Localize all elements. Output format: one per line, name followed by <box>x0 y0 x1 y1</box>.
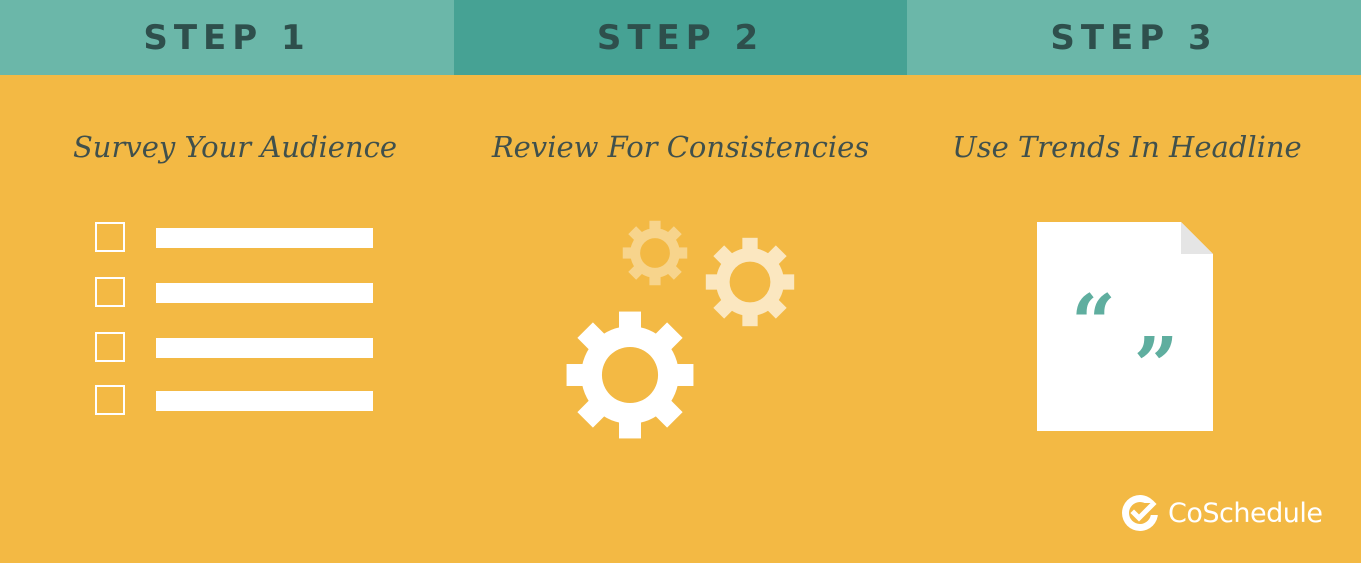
step-3-tab: STEP 3 <box>907 0 1361 75</box>
steps-header: STEP 1 STEP 2 STEP 3 <box>0 0 1361 75</box>
svg-text:“: “ <box>1071 278 1116 369</box>
svg-text:„: „ <box>1135 276 1180 367</box>
quote-icon: “ „ <box>1071 276 1180 369</box>
step-2-title: Review For Consistencies <box>491 130 870 164</box>
checkbox-icon <box>95 277 125 307</box>
checklist-line <box>156 391 373 411</box>
coschedule-logo-icon <box>1122 495 1160 531</box>
gear-icon-large <box>566 311 694 439</box>
coschedule-logo: CoSchedule <box>1120 492 1323 534</box>
checkbox-icon <box>95 385 125 415</box>
survey-checklist <box>95 222 385 422</box>
checklist-row <box>95 385 385 419</box>
checklist-row <box>95 277 385 311</box>
gear-icon-medium <box>705 237 795 327</box>
step-3-title: Use Trends In Headline <box>952 130 1302 164</box>
checkbox-icon <box>95 332 125 362</box>
checklist-row <box>95 222 385 256</box>
step-2-tab: STEP 2 <box>454 0 907 75</box>
gears-icon <box>566 220 795 439</box>
checklist-line <box>156 338 373 358</box>
checkbox-icon <box>95 222 125 252</box>
step-1-title: Survey Your Audience <box>72 130 398 164</box>
document-icon: “ „ <box>1037 222 1213 431</box>
checklist-line <box>156 228 373 248</box>
brand-name: CoSchedule <box>1168 497 1323 529</box>
checklist-line <box>156 283 373 303</box>
gear-icon-small <box>622 220 688 286</box>
checklist-row <box>95 332 385 366</box>
step-1-tab: STEP 1 <box>0 0 454 75</box>
